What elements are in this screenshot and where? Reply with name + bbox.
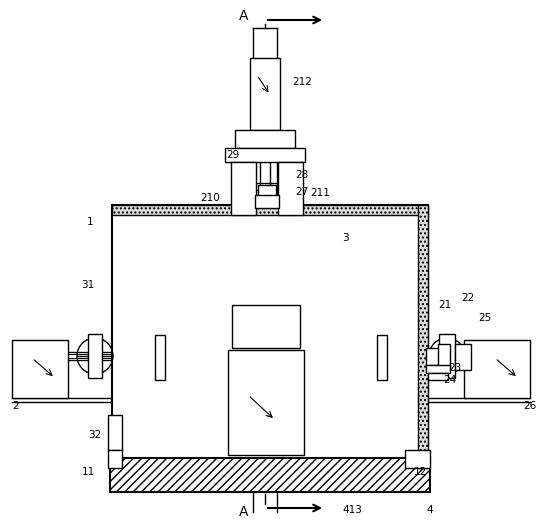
Text: A: A	[238, 9, 248, 23]
Text: 27: 27	[295, 187, 308, 197]
Text: 3: 3	[341, 233, 349, 243]
Bar	[278, 162, 303, 215]
Bar	[418, 205, 428, 468]
Bar	[12, 340, 68, 398]
Bar	[232, 305, 300, 348]
Text: 25: 25	[479, 313, 492, 323]
Text: 1: 1	[87, 217, 93, 227]
Bar	[258, 185, 276, 196]
Bar	[88, 334, 102, 378]
Text: 31: 31	[81, 280, 95, 290]
Bar	[455, 344, 471, 370]
Bar	[439, 334, 455, 378]
Bar	[231, 162, 256, 215]
Bar	[112, 205, 428, 468]
Text: A: A	[238, 505, 248, 519]
Bar	[112, 205, 428, 215]
Text: 210: 210	[200, 193, 220, 203]
Text: 4: 4	[427, 505, 433, 515]
Text: 23: 23	[448, 363, 462, 373]
Bar	[377, 335, 387, 380]
Bar	[108, 450, 122, 468]
Text: 212: 212	[292, 77, 312, 87]
Bar	[250, 58, 280, 130]
Text: 211: 211	[310, 188, 330, 198]
Bar	[464, 340, 530, 398]
Bar	[110, 458, 430, 492]
Text: 29: 29	[227, 150, 240, 160]
Text: 12: 12	[414, 467, 427, 477]
Bar	[426, 365, 450, 373]
Bar	[405, 450, 430, 468]
Bar	[155, 335, 165, 380]
Bar	[228, 350, 304, 455]
Bar	[426, 348, 440, 365]
Bar	[438, 344, 450, 368]
Text: 32: 32	[88, 430, 102, 440]
Text: 11: 11	[81, 467, 95, 477]
Text: 26: 26	[524, 401, 537, 411]
Bar	[225, 148, 305, 162]
Text: 22: 22	[461, 293, 475, 303]
Bar	[428, 373, 448, 380]
Text: 413: 413	[342, 505, 362, 515]
Text: 2: 2	[12, 401, 20, 411]
Text: 21: 21	[438, 300, 451, 310]
Bar	[235, 130, 295, 148]
Text: 28: 28	[295, 170, 308, 180]
Bar	[255, 195, 279, 208]
Text: 24: 24	[443, 375, 456, 385]
Bar	[108, 415, 122, 450]
